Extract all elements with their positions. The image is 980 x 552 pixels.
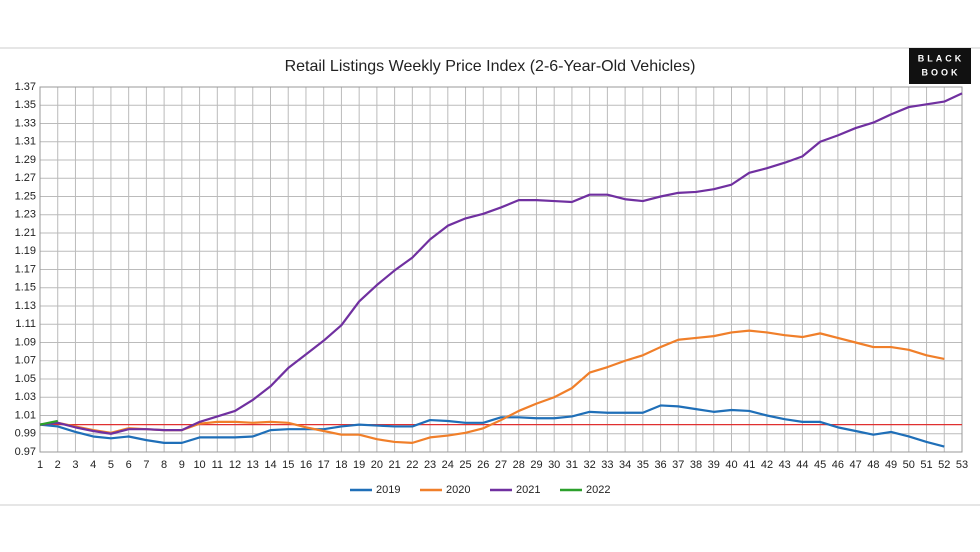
logo-text: BLACK (918, 53, 965, 63)
x-tick-label: 51 (920, 459, 932, 471)
x-tick-label: 52 (938, 459, 950, 471)
x-tick-label: 6 (126, 459, 132, 471)
x-tick-label: 7 (143, 459, 149, 471)
x-tick-label: 35 (637, 459, 649, 471)
y-tick-label: 1.19 (15, 245, 36, 257)
x-tick-label: 14 (264, 459, 276, 471)
x-tick-label: 25 (459, 459, 471, 471)
x-tick-label: 32 (584, 459, 596, 471)
x-tick-label: 20 (371, 459, 383, 471)
y-tick-label: 1.09 (15, 336, 36, 348)
x-tick-label: 19 (353, 459, 365, 471)
chart-title: Retail Listings Weekly Price Index (2-6-… (285, 58, 696, 75)
series-line (39, 329, 945, 444)
x-tick-label: 16 (300, 459, 312, 471)
x-tick-label: 36 (654, 459, 666, 471)
y-tick-label: 1.25 (15, 190, 36, 202)
plot-border (39, 86, 963, 453)
legend-label: 2020 (446, 484, 470, 496)
x-tick-label: 39 (708, 459, 720, 471)
y-tick-label: 1.29 (15, 154, 36, 166)
x-tick-label: 4 (90, 459, 96, 471)
x-tick-label: 46 (832, 459, 844, 471)
x-tick-label: 38 (690, 459, 702, 471)
x-tick-label: 1 (37, 459, 43, 471)
y-tick-label: 1.23 (15, 209, 36, 221)
x-tick-label: 43 (779, 459, 791, 471)
x-tick-label: 5 (108, 459, 114, 471)
x-tick-label: 9 (179, 459, 185, 471)
x-tick-label: 11 (212, 459, 223, 471)
x-tick-label: 26 (477, 459, 489, 471)
y-tick-label: 1.35 (15, 99, 36, 111)
y-tick-label: 1.07 (15, 355, 36, 367)
y-tick-label: 1.01 (15, 409, 36, 421)
x-tick-label: 17 (318, 459, 330, 471)
x-tick-label: 22 (406, 459, 418, 471)
x-tick-label: 21 (388, 459, 400, 471)
x-tick-label: 33 (601, 459, 613, 471)
y-tick-label: 1.15 (15, 282, 36, 294)
legend-label: 2019 (376, 484, 400, 496)
x-tick-label: 18 (335, 459, 347, 471)
x-tick-label: 34 (619, 459, 631, 471)
x-tick-label: 41 (743, 459, 755, 471)
x-tick-label: 31 (566, 459, 578, 471)
y-tick-label: 1.33 (15, 117, 36, 129)
y-tick-label: 1.27 (15, 172, 36, 184)
y-tick-label: 0.99 (15, 428, 36, 440)
y-tick-label: 0.97 (15, 446, 36, 458)
y-tick-label: 1.11 (15, 318, 36, 330)
logo-box (909, 48, 971, 84)
x-tick-label: 48 (867, 459, 879, 471)
x-tick-label: 3 (72, 459, 78, 471)
y-tick-label: 1.21 (15, 227, 36, 239)
legend-label: 2022 (586, 484, 610, 496)
x-tick-label: 8 (161, 459, 167, 471)
x-tick-label: 27 (495, 459, 507, 471)
x-tick-label: 23 (424, 459, 436, 471)
x-tick-label: 50 (903, 459, 915, 471)
y-tick-label: 1.05 (15, 373, 36, 385)
x-tick-label: 47 (849, 459, 861, 471)
x-tick-label: 24 (442, 459, 454, 471)
y-tick-label: 1.03 (15, 391, 36, 403)
legend-label: 2021 (516, 484, 540, 496)
x-tick-label: 42 (761, 459, 773, 471)
x-tick-label: 37 (672, 459, 684, 471)
y-tick-label: 1.13 (15, 300, 36, 312)
x-tick-label: 44 (796, 459, 808, 471)
x-tick-label: 10 (193, 459, 205, 471)
series-line (39, 92, 963, 435)
y-tick-label: 1.37 (15, 81, 36, 93)
series-line (39, 404, 945, 448)
x-tick-label: 13 (247, 459, 259, 471)
logo-text: BOOK (922, 67, 961, 77)
x-tick-label: 2 (55, 459, 61, 471)
x-tick-label: 28 (513, 459, 525, 471)
y-tick-label: 1.31 (15, 136, 36, 148)
x-tick-label: 53 (956, 459, 968, 471)
y-tick-label: 1.17 (15, 263, 36, 275)
x-tick-label: 15 (282, 459, 294, 471)
x-tick-label: 40 (725, 459, 737, 471)
x-tick-label: 49 (885, 459, 897, 471)
x-tick-label: 29 (530, 459, 542, 471)
x-tick-label: 30 (548, 459, 560, 471)
series-line (39, 419, 58, 426)
x-tick-label: 45 (814, 459, 826, 471)
x-tick-label: 12 (229, 459, 241, 471)
